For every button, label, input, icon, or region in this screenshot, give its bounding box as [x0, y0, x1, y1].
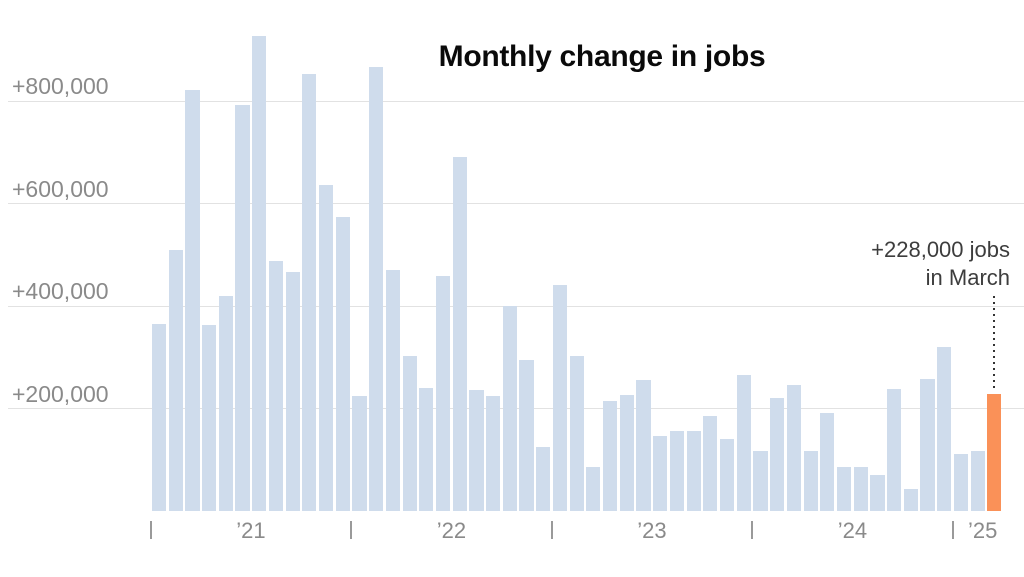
bar-nov-2024: [920, 379, 935, 511]
chart-title: Monthly change in jobs: [438, 40, 766, 73]
bar-jan-2023: [552, 285, 568, 511]
gridline-800000: [8, 100, 1024, 102]
bar-dec-2022: [536, 446, 551, 511]
bar-mar-2025: [987, 394, 1002, 511]
bar-mar-2022: [385, 270, 400, 511]
bar-jul-2021: [252, 35, 267, 511]
bar-mar-2023: [586, 467, 601, 511]
x-axis-tick-25: [951, 521, 954, 539]
bar-feb-2025: [970, 451, 985, 511]
bar-aug-2021: [268, 261, 284, 511]
bar-jan-2021: [151, 324, 167, 511]
bar-nov-2021: [318, 185, 334, 511]
bar-feb-2024: [770, 398, 785, 511]
bar-jan-2022: [352, 396, 367, 511]
bar-apr-2023: [603, 400, 618, 511]
bar-jul-2023: [653, 436, 668, 511]
y-axis-label-600000: +600,000: [12, 175, 109, 202]
bar-feb-2023: [569, 356, 584, 511]
highlight-annotation: +228,000 jobs in March: [871, 236, 1010, 292]
bar-nov-2022: [519, 360, 534, 511]
bar-oct-2021: [302, 73, 317, 511]
y-axis-label-800000: +800,000: [12, 73, 109, 100]
annotation-line-1: +228,000 jobs: [871, 237, 1010, 262]
bar-aug-2024: [870, 475, 885, 511]
bar-nov-2023: [719, 439, 735, 511]
x-axis-tick-21: [149, 521, 152, 539]
bar-dec-2021: [335, 217, 350, 511]
bar-mar-2021: [185, 90, 200, 511]
bar-oct-2023: [703, 416, 718, 511]
x-axis-tick-24: [751, 521, 754, 539]
x-axis-label-24: ’24: [837, 518, 868, 543]
annotation-dotted-leader-line: [993, 296, 996, 390]
bar-oct-2022: [502, 306, 517, 511]
bar-jul-2024: [853, 466, 868, 511]
bar-feb-2022: [369, 67, 384, 511]
bar-may-2022: [419, 388, 434, 511]
y-axis-label-200000: +200,000: [12, 380, 109, 407]
y-axis-label-400000: +400,000: [12, 278, 109, 305]
bar-feb-2021: [168, 250, 183, 511]
bar-sep-2022: [486, 396, 501, 511]
bar-apr-2024: [803, 451, 818, 511]
bar-dec-2023: [736, 375, 751, 511]
bar-aug-2022: [469, 390, 484, 511]
bar-jun-2023: [636, 380, 651, 511]
bar-jun-2022: [435, 276, 451, 511]
bar-dec-2024: [937, 347, 952, 511]
x-axis-label-25: ’25: [968, 518, 998, 543]
bar-apr-2021: [202, 325, 217, 511]
annotation-line-2: in March: [925, 265, 1010, 290]
bar-jun-2024: [836, 466, 852, 511]
bar-sep-2023: [686, 431, 701, 511]
bar-mar-2024: [786, 384, 801, 511]
x-axis-label-23: ’23: [637, 518, 667, 543]
bar-sep-2024: [887, 389, 902, 511]
bar-may-2021: [218, 296, 233, 511]
x-axis-tick-23: [550, 521, 553, 539]
bar-apr-2022: [402, 356, 417, 511]
bar-jun-2021: [235, 105, 250, 511]
bar-aug-2023: [669, 431, 685, 511]
bar-sep-2021: [285, 272, 300, 511]
bar-oct-2024: [903, 488, 918, 511]
bar-jan-2024: [753, 451, 768, 511]
x-axis-label-22: ’22: [436, 518, 467, 543]
bar-jan-2025: [953, 454, 969, 511]
x-axis-label-21: ’21: [236, 518, 266, 543]
x-axis-tick-22: [350, 521, 353, 539]
bar-may-2024: [820, 413, 835, 511]
gridline-600000: [8, 203, 1024, 205]
bar-jul-2022: [452, 156, 467, 511]
bar-may-2023: [619, 395, 634, 511]
